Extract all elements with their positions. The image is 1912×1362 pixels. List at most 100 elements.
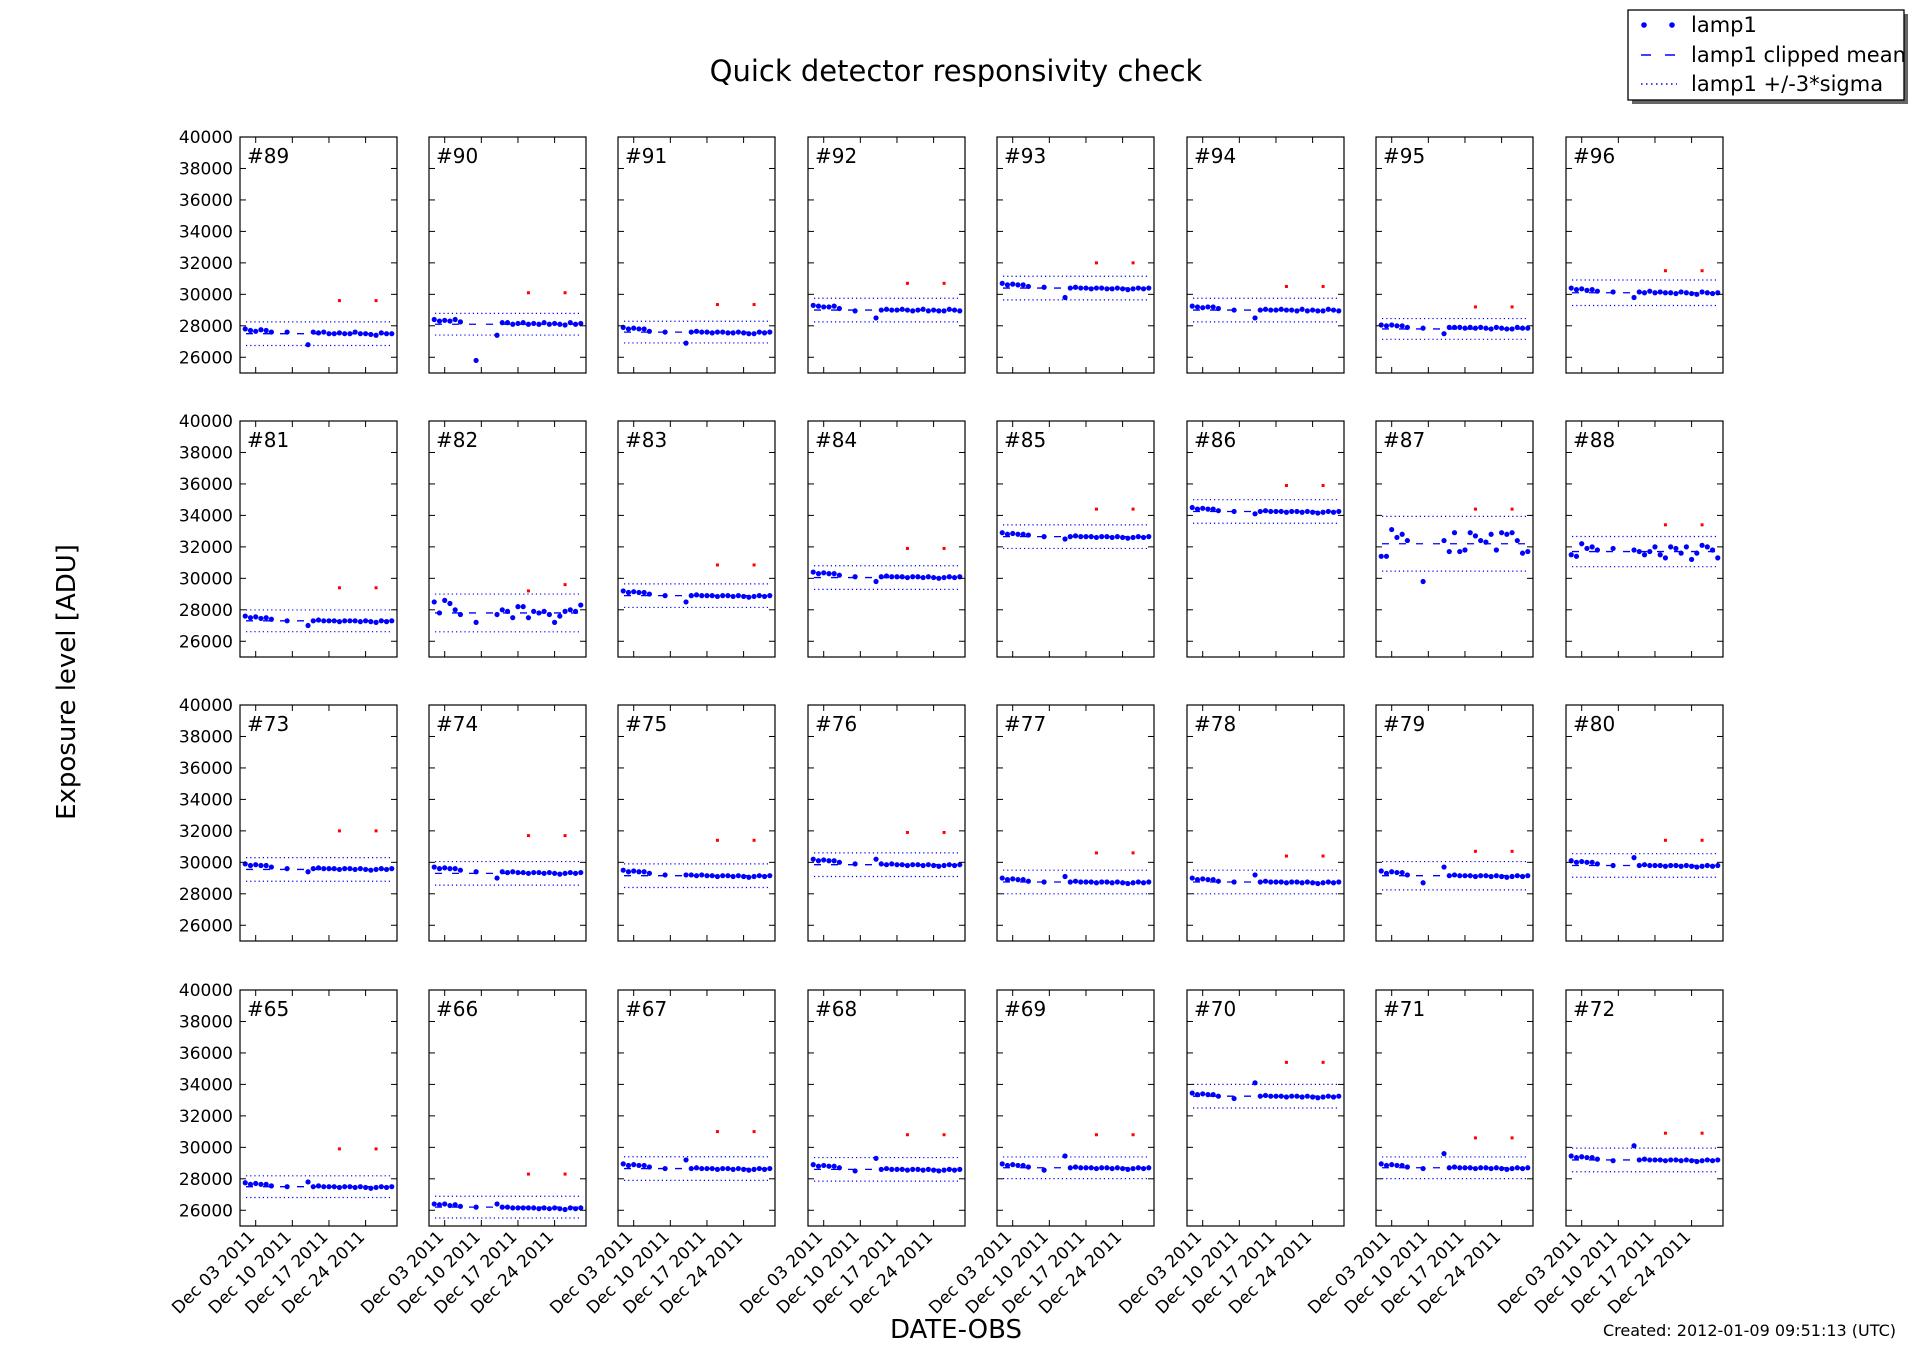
panel-frame — [807, 136, 966, 374]
data-point — [899, 862, 905, 868]
panel-frame — [1186, 420, 1345, 658]
panel: #91 — [617, 136, 776, 374]
data-point — [704, 873, 710, 879]
data-point — [693, 592, 700, 598]
outlier-point — [1321, 1060, 1325, 1064]
data-point — [946, 574, 952, 580]
y-tick-label: 32000 — [179, 1107, 233, 1127]
data-point — [662, 1165, 668, 1172]
panel-background — [240, 137, 397, 373]
data-point — [1231, 1095, 1237, 1102]
data-point — [1704, 862, 1710, 869]
data-point — [1378, 322, 1384, 328]
data-point — [699, 872, 705, 878]
data-point — [1678, 289, 1684, 295]
data-point — [1283, 307, 1290, 313]
data-point — [342, 1184, 348, 1190]
data-point — [1394, 1162, 1400, 1169]
data-point — [1584, 859, 1590, 865]
data-point — [1025, 532, 1031, 538]
data-point — [347, 1184, 353, 1190]
data-point — [1304, 1093, 1310, 1099]
data-point — [1478, 324, 1484, 330]
panel-frame — [1186, 136, 1345, 374]
data-point — [1378, 553, 1384, 559]
data-point — [1041, 879, 1047, 885]
data-point — [342, 331, 348, 337]
data-point — [336, 866, 343, 873]
data-point — [915, 574, 921, 580]
data-point — [957, 1166, 963, 1172]
data-point — [515, 869, 521, 876]
data-point — [1509, 326, 1515, 332]
data-point — [1189, 1090, 1195, 1096]
data-point — [951, 1167, 958, 1173]
data-point — [515, 604, 521, 610]
data-point — [1304, 508, 1310, 515]
data-point — [920, 862, 926, 869]
data-point — [1320, 880, 1326, 886]
data-point — [1083, 534, 1089, 540]
panel-frame — [428, 136, 587, 374]
outlier-point — [942, 1133, 946, 1137]
data-point — [457, 1203, 463, 1209]
data-point — [1146, 285, 1152, 291]
data-point — [1499, 530, 1505, 536]
data-point — [836, 305, 843, 312]
outlier-point — [1510, 305, 1514, 309]
panel-background — [1566, 705, 1723, 941]
panel-frame — [807, 704, 966, 942]
y-tick-label: 34000 — [179, 506, 233, 526]
data-point — [310, 1184, 316, 1190]
data-point — [436, 610, 443, 616]
data-point — [499, 320, 505, 326]
data-point — [1389, 526, 1395, 533]
data-point — [836, 859, 843, 865]
data-point — [1104, 879, 1110, 885]
data-point — [310, 329, 316, 335]
data-point — [557, 871, 563, 877]
data-point — [1093, 1165, 1100, 1172]
data-point — [720, 329, 726, 335]
data-point — [1135, 879, 1141, 885]
data-point — [389, 866, 395, 872]
outlier-point — [1094, 261, 1098, 265]
panel: #80 — [1565, 704, 1724, 942]
panel-label: #70 — [1194, 997, 1236, 1021]
outlier-point — [337, 586, 341, 590]
data-point — [242, 1180, 248, 1186]
data-point — [915, 862, 921, 868]
data-point — [326, 331, 332, 337]
data-point — [431, 864, 437, 870]
data-point — [1647, 548, 1653, 555]
data-point — [389, 1184, 395, 1190]
panel: #77 — [996, 704, 1155, 942]
data-point — [714, 1166, 721, 1172]
data-point — [1462, 547, 1468, 553]
data-point — [515, 320, 521, 327]
data-point — [1657, 1157, 1663, 1163]
data-point — [1668, 862, 1674, 869]
outlier-point — [1700, 269, 1704, 273]
data-point — [357, 619, 363, 625]
data-point — [620, 588, 626, 594]
data-point — [1689, 290, 1695, 297]
data-point — [683, 872, 689, 878]
data-point — [1441, 331, 1447, 337]
data-point — [531, 320, 537, 327]
data-point — [1568, 285, 1574, 291]
panel-background — [1566, 137, 1723, 373]
data-point — [1589, 287, 1595, 293]
data-point — [714, 329, 721, 335]
data-point — [756, 873, 762, 879]
panel-background — [1566, 990, 1723, 1226]
outlier-point — [1131, 261, 1135, 265]
data-point — [1673, 862, 1679, 869]
data-point — [910, 862, 916, 868]
data-point — [941, 574, 947, 581]
data-point — [1594, 547, 1600, 553]
data-point — [1135, 1165, 1141, 1171]
panel: #94 — [1186, 136, 1345, 374]
data-point — [704, 329, 710, 335]
data-point — [1483, 539, 1489, 545]
